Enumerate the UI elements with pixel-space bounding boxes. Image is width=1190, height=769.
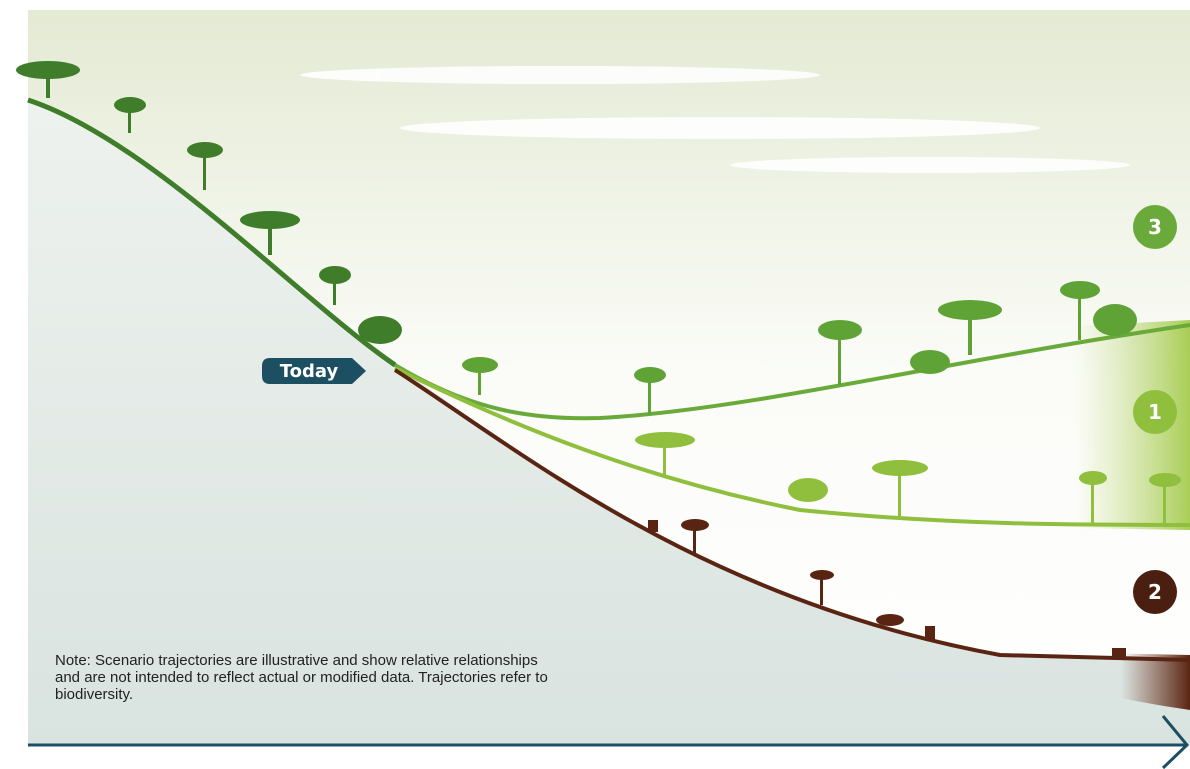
trajectory-2 xyxy=(393,368,1190,662)
vegetation-3 xyxy=(462,281,1137,415)
scenario-label: 1 xyxy=(1148,400,1162,424)
vegetation-1 xyxy=(635,432,1181,525)
note: Note: Scenario trajectories are illustra… xyxy=(55,652,548,703)
scenario-badge xyxy=(1133,205,1177,249)
scenario-badge xyxy=(1133,390,1177,434)
trajectory-past xyxy=(27,97,397,368)
trajectory-3 xyxy=(393,323,1190,421)
vegetation-2 xyxy=(648,519,1126,658)
clouds xyxy=(300,66,1130,173)
vegetation xyxy=(16,61,402,344)
trajectory-1 xyxy=(394,366,1190,527)
today-label: Today xyxy=(280,361,339,382)
ground xyxy=(28,100,1190,745)
today-tag xyxy=(262,358,366,384)
scenario-badge xyxy=(1133,570,1177,614)
scenario-label: 3 xyxy=(1148,215,1162,239)
fade-1 xyxy=(900,320,1190,530)
axis-arrow xyxy=(1161,715,1190,769)
scenario-label: 2 xyxy=(1148,580,1162,604)
fade-2 xyxy=(960,650,1190,710)
